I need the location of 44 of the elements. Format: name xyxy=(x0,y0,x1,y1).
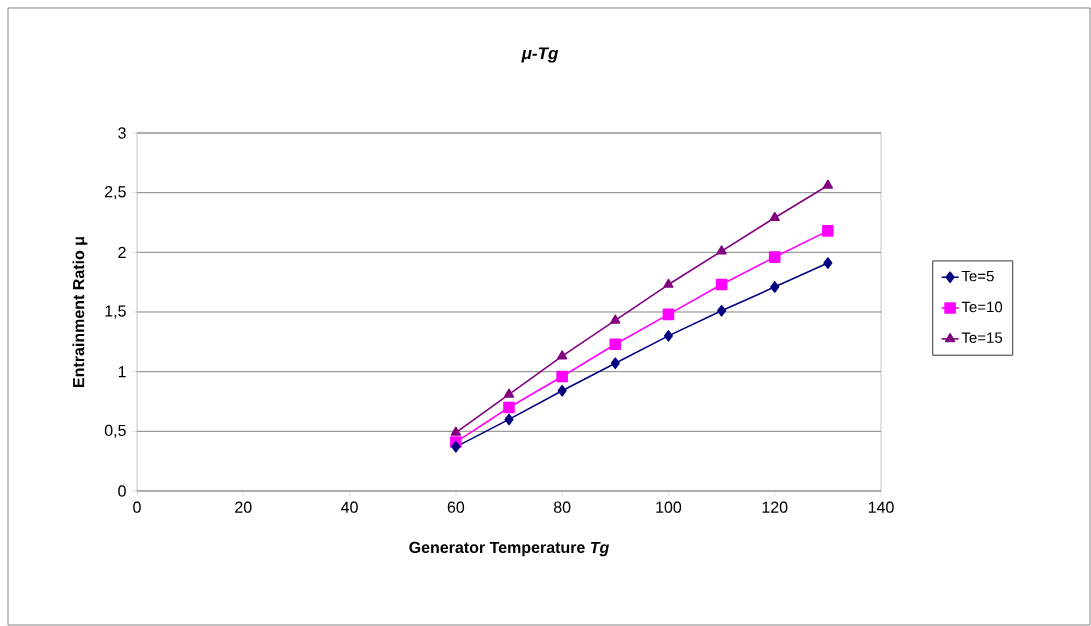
point xyxy=(717,305,727,317)
point xyxy=(768,251,781,263)
point xyxy=(610,357,620,370)
point xyxy=(503,388,515,398)
legend-label: Te=10 xyxy=(961,301,1003,313)
point xyxy=(504,413,514,426)
point xyxy=(663,330,673,342)
chart-title: μ-Tg xyxy=(521,47,559,63)
point xyxy=(823,257,833,269)
point xyxy=(503,401,515,414)
y-tick-label: 1 xyxy=(118,366,126,378)
point xyxy=(663,278,674,288)
point xyxy=(662,308,675,321)
y-tick-label: 3 xyxy=(118,127,126,139)
y-tick-label: 1,5 xyxy=(105,305,126,319)
x-tick-label: 120 xyxy=(762,501,788,513)
point xyxy=(822,179,833,189)
point xyxy=(556,370,568,383)
legend-label: Te=15 xyxy=(961,332,1003,343)
x-tick-label: 0 xyxy=(133,501,141,513)
y-axis-title: Entrainment Ratio μ xyxy=(72,237,88,387)
y-tick-label: 0,5 xyxy=(104,424,126,438)
x-tick-label: 140 xyxy=(868,501,894,513)
point xyxy=(610,314,621,324)
point xyxy=(450,426,461,436)
point xyxy=(769,211,780,222)
x-tick-label: 20 xyxy=(235,501,252,513)
y-tick-label: 2,5 xyxy=(105,186,126,200)
x-tick-label: 40 xyxy=(341,501,358,513)
x-tick-label: 100 xyxy=(656,501,682,513)
point xyxy=(822,225,834,237)
point xyxy=(770,281,780,293)
point xyxy=(716,245,727,255)
x-tick-label: 80 xyxy=(553,501,571,513)
y-tick-label: 0 xyxy=(118,485,126,497)
point xyxy=(609,338,622,351)
point xyxy=(557,384,567,397)
x-tick-label: 60 xyxy=(447,501,465,513)
x-axis-title: Generator Temperature Tg xyxy=(409,541,610,557)
point xyxy=(557,350,568,360)
point xyxy=(451,441,461,453)
legend-label: Te=5 xyxy=(961,270,994,282)
point xyxy=(715,278,728,291)
y-tick-label: 2 xyxy=(118,246,126,258)
